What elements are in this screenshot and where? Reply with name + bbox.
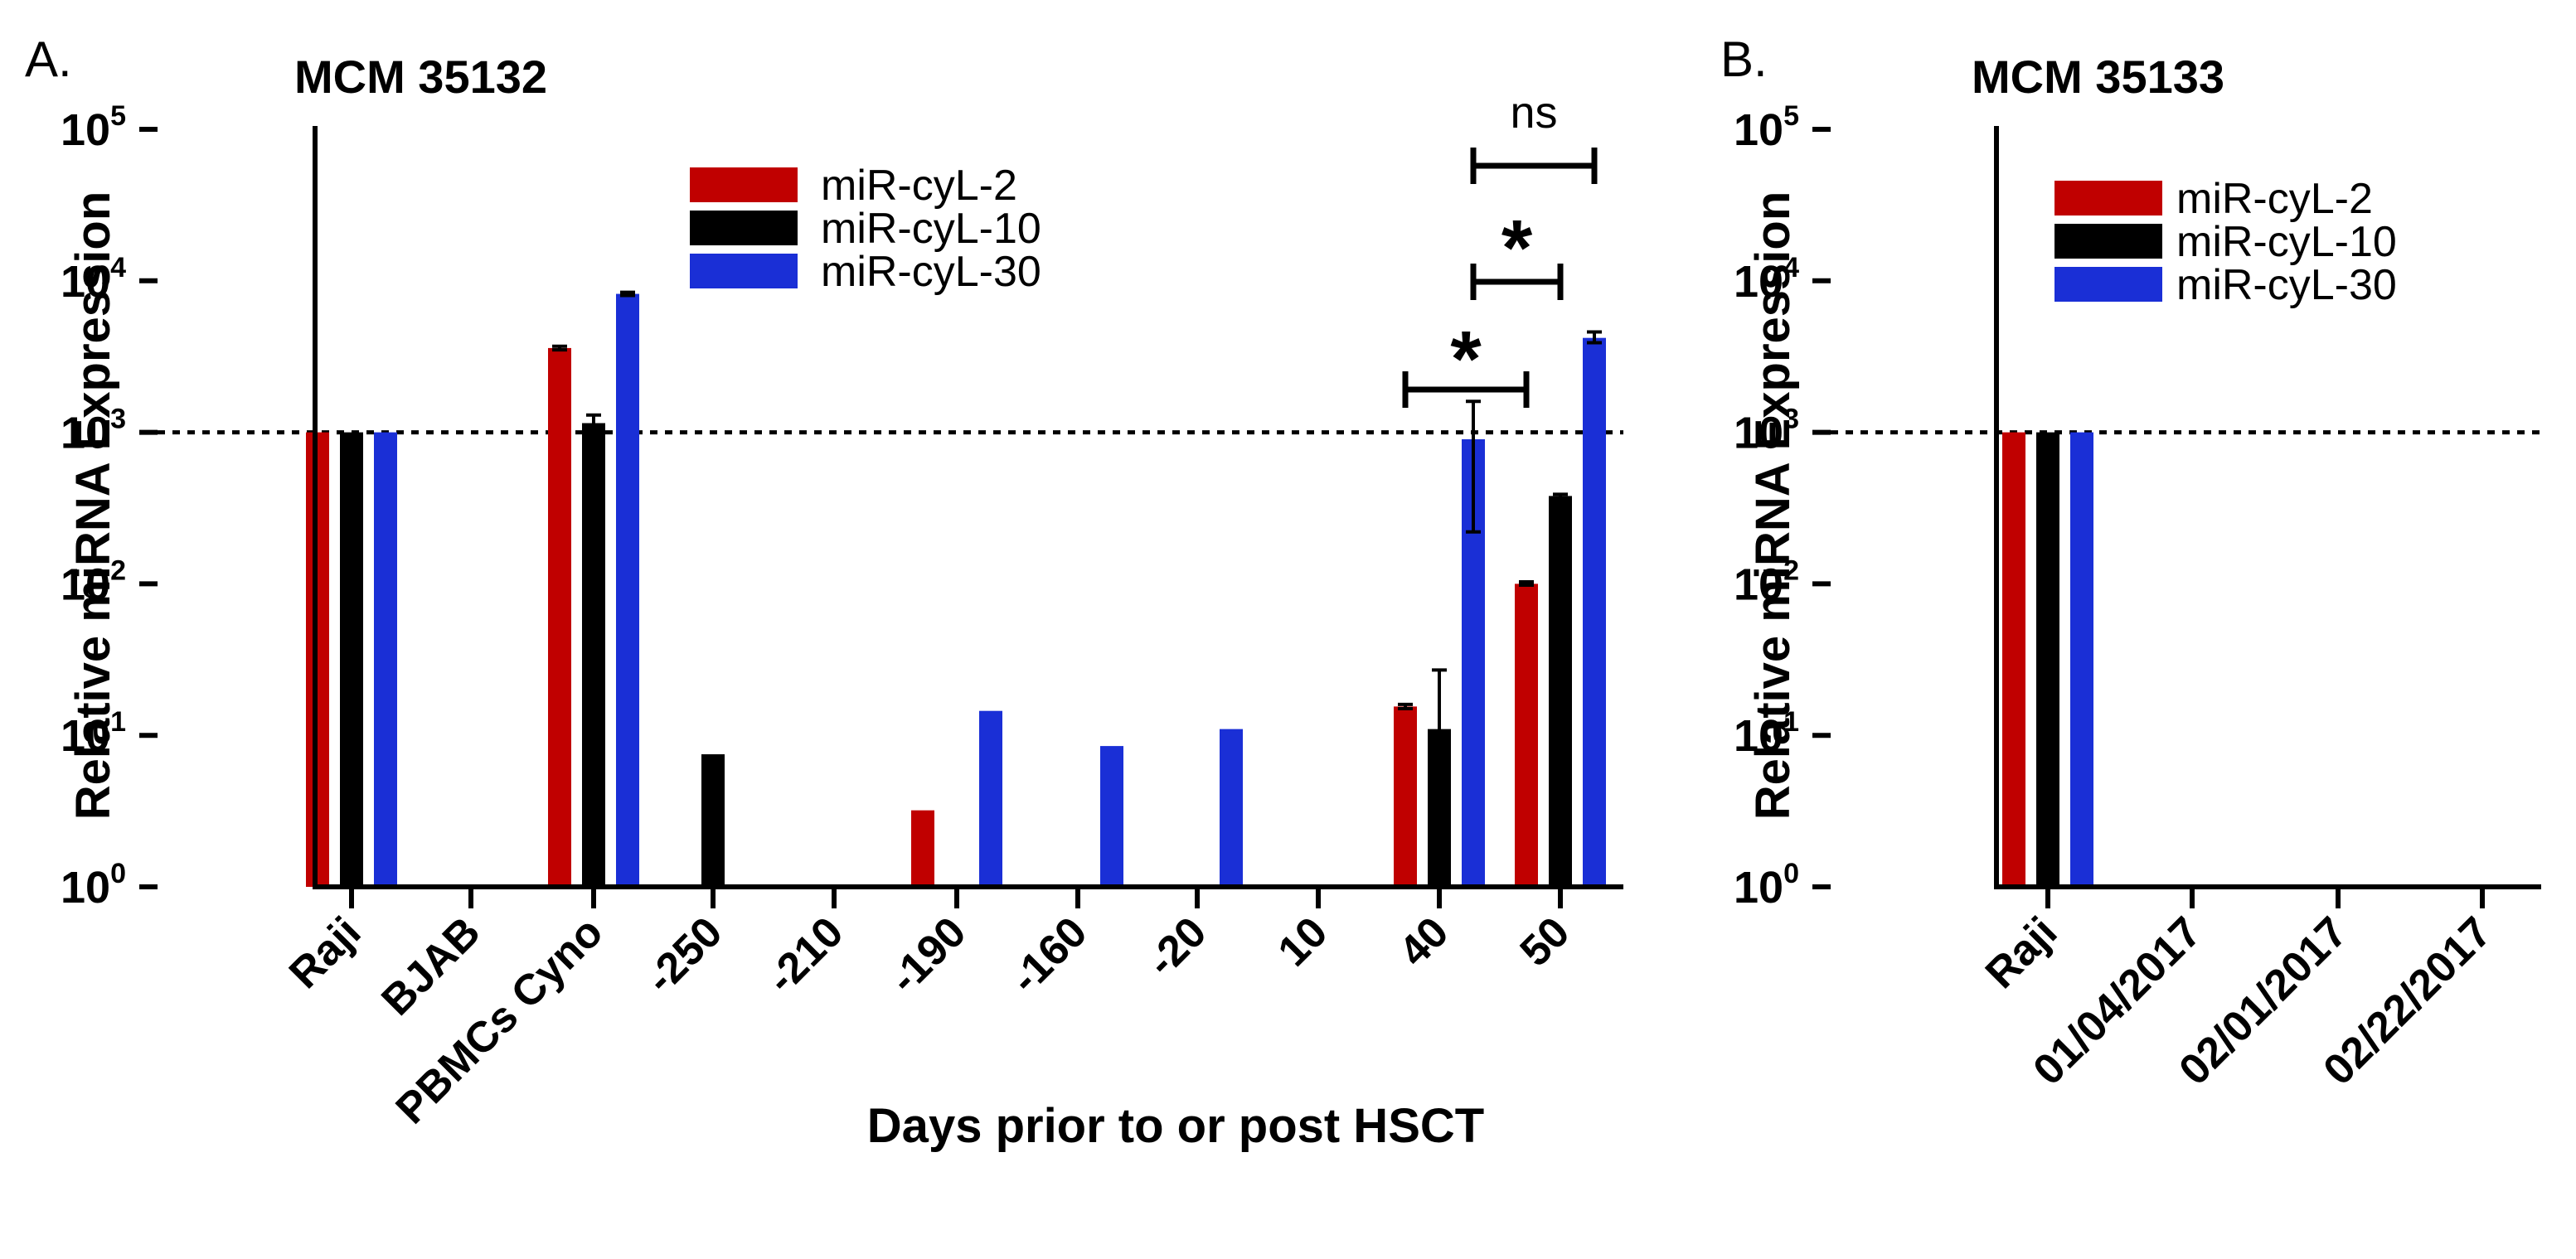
panel-a-bar-mir-cyl-2-pbmcs-cyno: [548, 347, 571, 887]
panel-a-bar-mir-cyl-30--190: [979, 710, 1002, 887]
panel-b-y-axis-label: Relative miRNA Expression: [1746, 191, 1800, 821]
panel-b-y-tick-label-4: 104: [1734, 252, 1799, 307]
panel-b-legend-label-mir-cyl-30: miR-cyL-30: [2176, 261, 2397, 309]
panel-a-bar-mir-cyl-30--160: [1100, 746, 1123, 887]
panel-a-bar-mir-cyl-10-raji: [340, 432, 363, 887]
panel-b-y-tick-label-1: 101: [1734, 706, 1799, 761]
panel-a-y-axis-label: Relative miRNA Expression: [66, 191, 120, 821]
panel-a-x-tick-label-0: Raji: [280, 908, 370, 997]
panel-b-y-ticks: 100 101 102 103 104 105: [1734, 100, 1831, 913]
panel-a-legend-label-mir-cyl-10: miR-cyL-10: [821, 205, 1041, 253]
panel-a-legend-swatch-mir-cyl-2: [690, 167, 798, 202]
panel-b-legend-swatch-mir-cyl-2: [2054, 181, 2162, 215]
panel-b-y-tick-label-5: 105: [1734, 100, 1799, 155]
panel-a-significance: ** ns: [1402, 88, 1598, 408]
panel-b-legend-label-mir-cyl-2: miR-cyL-2: [2176, 175, 2373, 223]
panel-a-bar-mir-cyl-30-pbmcs-cyno: [616, 293, 639, 888]
panel-a-y-ticks: 100 101 102 103 104 105: [61, 100, 158, 913]
panel-a-bar-mir-cyl-10-50: [1549, 496, 1572, 887]
panel-a-x-tick-label-1: BJAB: [372, 908, 489, 1024]
panel-b-bars: [2002, 432, 2170, 887]
panel-a-x-tick-label-6: -160: [1002, 908, 1097, 1003]
panel-b-legend-label-mir-cyl-10: miR-cyL-10: [2176, 218, 2397, 266]
panel-b-bar-mir-cyl-2-raji: [2002, 432, 2025, 887]
panel-a-title: MCM 35132: [294, 51, 547, 103]
panel-b-bar-mir-cyl-30-raji: [2070, 432, 2093, 887]
panel-a-legend-label-mir-cyl-2: miR-cyL-2: [821, 162, 1017, 210]
panel-a-bar-mir-cyl-10-pbmcs-cyno: [582, 423, 605, 888]
panel-a-sig-label-1: *: [1501, 204, 1533, 293]
panel-b-title: MCM 35133: [1972, 51, 2224, 103]
panel-a-bar-mir-cyl-30-raji: [374, 432, 397, 887]
panel-a-bar-mir-cyl-10--250: [701, 754, 725, 887]
panel-a-bar-mir-cyl-2-50: [1515, 583, 1538, 887]
panel-b: B. MCM 35133 Relative miRNA Expression 1…: [1720, 31, 2541, 1095]
panel-a-x-tick-label-5: -190: [880, 908, 976, 1003]
panel-a-x-tick-label-8: 10: [1269, 908, 1337, 976]
panel-a-bar-mir-cyl-30--20: [1220, 729, 1243, 887]
panel-a-bar-mir-cyl-2-40: [1394, 706, 1417, 887]
panel-a-bar-mir-cyl-2--190: [911, 810, 934, 887]
panel-a-sig-label-2: ns: [1510, 88, 1557, 138]
panel-a-legend-swatch-mir-cyl-30: [690, 254, 798, 288]
panel-a-y-tick-label-4: 104: [61, 252, 126, 307]
panel-a-sig-label-0: *: [1450, 315, 1482, 404]
panel-a-x-tick-label-3: -250: [637, 908, 732, 1003]
panel-a-y-tick-label-5: 105: [61, 100, 126, 155]
panel-a-legend-swatch-mir-cyl-10: [690, 211, 798, 245]
panel-a-x-axis-label: Days prior to or post HSCT: [867, 1099, 1484, 1153]
panel-a-y-tick-label-2: 102: [61, 554, 126, 609]
panel-b-y-tick-label-3: 103: [1734, 404, 1799, 458]
panel-b-y-tick-label-0: 100: [1734, 858, 1799, 913]
panel-a-y-tick-label-3: 103: [61, 404, 126, 458]
panel-b-axes: [1994, 126, 2541, 889]
panel-a-bar-mir-cyl-30-50: [1583, 337, 1606, 887]
panel-a-axes: [313, 126, 1623, 889]
panel-b-x-tick-label-0: Raji: [1977, 908, 2066, 997]
panel-a-y-tick-label-1: 101: [61, 706, 126, 761]
panel-a-x-tick-label-7: -20: [1138, 908, 1215, 985]
panel-b-bar-mir-cyl-10-raji: [2036, 432, 2059, 887]
panel-b-y-tick-label-2: 102: [1734, 554, 1799, 609]
panel-b-legend-swatch-mir-cyl-30: [2054, 267, 2162, 302]
panel-a-letter: A.: [25, 31, 72, 87]
panel-a-x-tick-label-4: -210: [758, 908, 853, 1003]
panel-a-legend-label-mir-cyl-30: miR-cyL-30: [821, 248, 1041, 296]
panel-b-legend-swatch-mir-cyl-10: [2054, 224, 2162, 259]
panel-a: A. MCM 35132 Relative miRNA Expression D…: [25, 31, 1623, 1153]
panel-a-bars: [306, 290, 1606, 889]
panel-b-letter: B.: [1720, 31, 1768, 87]
panel-a-x-tick-label-10: 50: [1511, 908, 1579, 976]
panel-a-y-tick-label-0: 100: [61, 858, 126, 913]
panel-a-x-tick-label-9: 40: [1390, 908, 1458, 976]
